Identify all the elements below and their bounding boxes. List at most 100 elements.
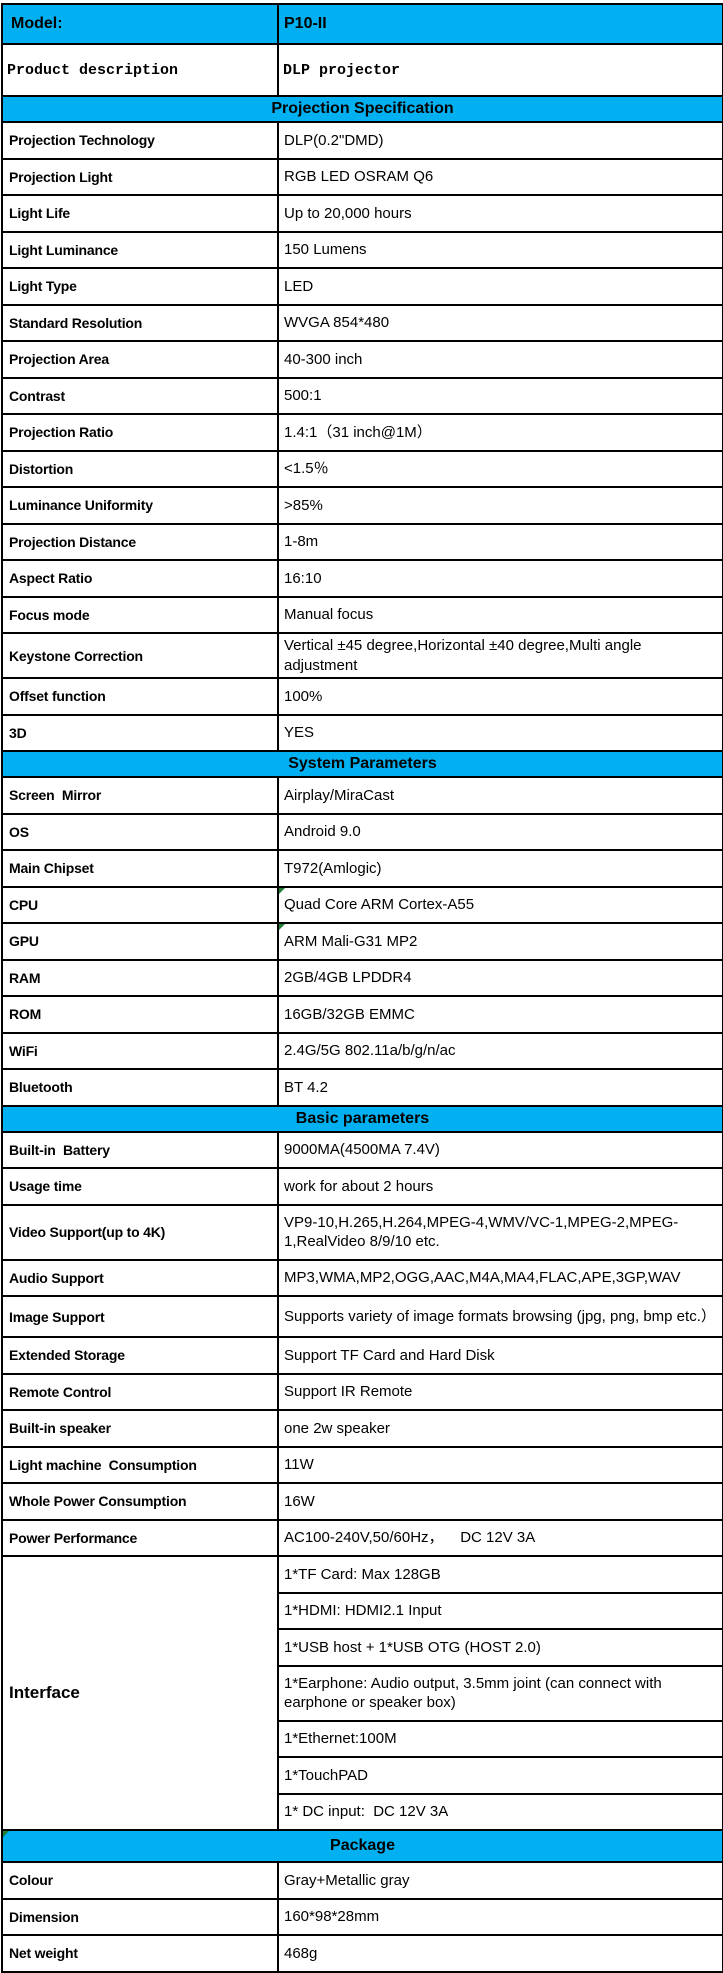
- spec-label: Extended Storage: [9, 1347, 125, 1364]
- spec-label-cell: Light Type: [1, 267, 279, 306]
- section-row-projection-specification: Projection Specification: [1, 95, 723, 123]
- model-label-cell: Model:: [1, 3, 279, 45]
- spec-label: Projection Distance: [9, 533, 136, 550]
- spec-value: <1.5％: [284, 460, 329, 477]
- spec-value: Airplay/MiraCast: [284, 786, 395, 804]
- interface-value-cell: 1*Earphone: Audio output, 3.5mm joint (c…: [277, 1664, 723, 1722]
- spec-value: ARM Mali-G31 MP2: [284, 932, 418, 950]
- model-row: Model: P10-II: [1, 3, 723, 45]
- interface-row: 1* DC input: DC 12V 3A: [2, 1792, 723, 1831]
- spec-label-cell: Offset function: [1, 677, 279, 716]
- spec-value-cell: Support TF Card and Hard Disk: [277, 1336, 723, 1375]
- product-description-row: Product description DLP projector: [1, 43, 723, 97]
- spec-sheet-page: { "colors": { "accent": "#00b0f0", "mark…: [0, 3, 723, 1973]
- interface-value-cell: 1*HDMI: HDMI2.1 Input: [277, 1591, 723, 1630]
- spec-label: Remote Control: [9, 1383, 112, 1400]
- spec-value: 160*98*28mm: [284, 1908, 380, 1925]
- spec-label: CPU: [9, 896, 38, 913]
- spec-row-image-support: Image Support Supports variety of image f…: [1, 1295, 723, 1338]
- spec-value: MP3,WMA,MP2,OGG,AAC,M4A,MA4,FLAC,APE,3GP…: [284, 1269, 681, 1286]
- spec-value-cell: 11W: [277, 1445, 723, 1484]
- spec-label: Light Luminance: [9, 241, 119, 258]
- spec-value-cell: 1.4:1（31 inch@1M）: [277, 413, 723, 452]
- spec-label-cell: Projection Ratio: [1, 413, 279, 452]
- model-label: Model:: [11, 15, 63, 32]
- spec-value: 40-300 inch: [284, 350, 363, 368]
- spec-value: 16W: [284, 1492, 315, 1510]
- interface-value-cell: 1*TF Card: Max 128GB: [277, 1555, 723, 1594]
- spec-value: work for about 2 hours: [284, 1177, 434, 1195]
- interface-row: 1*Earphone: Audio output, 3.5mm joint (c…: [2, 1664, 723, 1722]
- spec-label-cell: Video Support(up to 4K): [1, 1203, 279, 1261]
- spec-label: Contrast: [9, 387, 65, 404]
- interface-value: 1*Ethernet:100M: [284, 1730, 397, 1747]
- spec-label: Whole Power Consumption: [9, 1493, 187, 1510]
- spec-label-cell: WiFi: [1, 1031, 279, 1070]
- spec-value-cell: RGB LED OSRAM Q6: [277, 157, 723, 196]
- spec-row-projection-area: Projection Area 40-300 inch: [1, 340, 723, 379]
- spec-row-dimension: Dimension 160*98*28mm: [1, 1897, 723, 1936]
- spec-label: Projection Area: [9, 351, 109, 368]
- interface-value: 1*TF Card: Max 128GB: [284, 1565, 441, 1583]
- spec-label: Aspect Ratio: [9, 570, 93, 587]
- spec-label: Video Support(up to 4K): [9, 1224, 166, 1240]
- interface-value: 1* DC input: DC 12V 3A: [284, 1803, 449, 1820]
- spec-label-cell: Extended Storage: [1, 1336, 279, 1375]
- interface-value: 1*USB host + 1*USB OTG (HOST 2.0): [284, 1638, 541, 1656]
- product-description-label-cell: Product description: [1, 43, 279, 97]
- spec-label-cell: Projection Area: [1, 340, 279, 379]
- section-row-system-parameters: System Parameters: [1, 750, 723, 778]
- spec-value-cell: Airplay/MiraCast: [277, 776, 723, 815]
- spec-label-cell: Usage time: [1, 1167, 279, 1206]
- interface-value-cell: 1*Ethernet:100M: [277, 1719, 723, 1758]
- spec-label-cell: Light Life: [1, 194, 279, 233]
- spec-value: Up to 20,000 hours: [284, 204, 412, 222]
- spec-label: 3D: [9, 724, 27, 741]
- spec-row-gpu: GPU ARM Mali-G31 MP2: [1, 922, 723, 961]
- spec-row-main-chipset: Main Chipset T972(Amlogic): [1, 849, 723, 888]
- interface-label-cell: Interface: [1, 1555, 279, 1831]
- spec-value-cell: Gray+Metallic gray: [277, 1861, 723, 1900]
- spec-label: OS: [9, 823, 29, 840]
- spec-value-cell: 16GB/32GB EMMC: [277, 995, 723, 1034]
- spec-label-cell: RAM: [1, 958, 279, 997]
- spec-label: Main Chipset: [9, 860, 94, 877]
- spec-label-cell: ROM: [1, 995, 279, 1034]
- spec-value: VP9-10,H.265,H.264,MPEG-4,WMV/VC-1,MPEG-…: [284, 1213, 679, 1251]
- spec-label-cell: Audio Support: [1, 1258, 279, 1297]
- spec-value: Quad Core ARM Cortex-A55: [284, 896, 475, 913]
- spec-row-remote-control: Remote Control Support IR Remote: [1, 1372, 723, 1411]
- spec-row-light-luminance: Light Luminance 150 Lumens: [1, 230, 723, 269]
- spec-value: Support TF Card and Hard Disk: [284, 1346, 495, 1364]
- spec-label: Colour: [9, 1872, 53, 1889]
- spec-value-cell: WVGA 854*480: [277, 303, 723, 342]
- spec-label: Light machine Consumption: [9, 1456, 197, 1473]
- spec-label: Audio Support: [9, 1269, 104, 1286]
- spec-label: Power Performance: [9, 1529, 138, 1546]
- spec-label-cell: Bluetooth: [1, 1068, 279, 1107]
- spec-value-cell: LED: [277, 267, 723, 306]
- interface-value: 1*TouchPAD: [284, 1766, 368, 1784]
- spec-value-cell: one 2w speaker: [277, 1409, 723, 1448]
- spec-value-cell: >85%: [277, 486, 723, 525]
- interface-value-cell: 1*TouchPAD: [277, 1756, 723, 1795]
- interface-value-cell: 1*USB host + 1*USB OTG (HOST 2.0): [277, 1628, 723, 1667]
- spec-label-cell: GPU: [1, 922, 279, 961]
- spec-label-cell: Power Performance: [1, 1518, 279, 1557]
- spec-label: Light Life: [9, 205, 70, 222]
- spec-value-cell: DLP(0.2"DMD): [277, 121, 723, 160]
- cell-corner-marker: [3, 1831, 9, 1837]
- spec-value: 16:10: [284, 569, 322, 587]
- spec-label-cell: Luminance Uniformity: [1, 486, 279, 525]
- spec-label-cell: Light Luminance: [1, 230, 279, 269]
- spec-label-cell: 3D: [1, 713, 279, 752]
- spec-row-light-type: Light Type LED: [1, 267, 723, 306]
- spec-label-cell: Projection Distance: [1, 522, 279, 561]
- spec-value: 1-8m: [284, 533, 319, 550]
- spec-value-cell: ARM Mali-G31 MP2: [277, 922, 723, 961]
- spec-label-cell: Projection Technology: [1, 121, 279, 160]
- spec-value: WVGA 854*480: [284, 314, 390, 331]
- spec-value: 100%: [284, 687, 323, 705]
- spec-value-cell: work for about 2 hours: [277, 1167, 723, 1206]
- section-header-system-parameters: System Parameters: [288, 755, 437, 772]
